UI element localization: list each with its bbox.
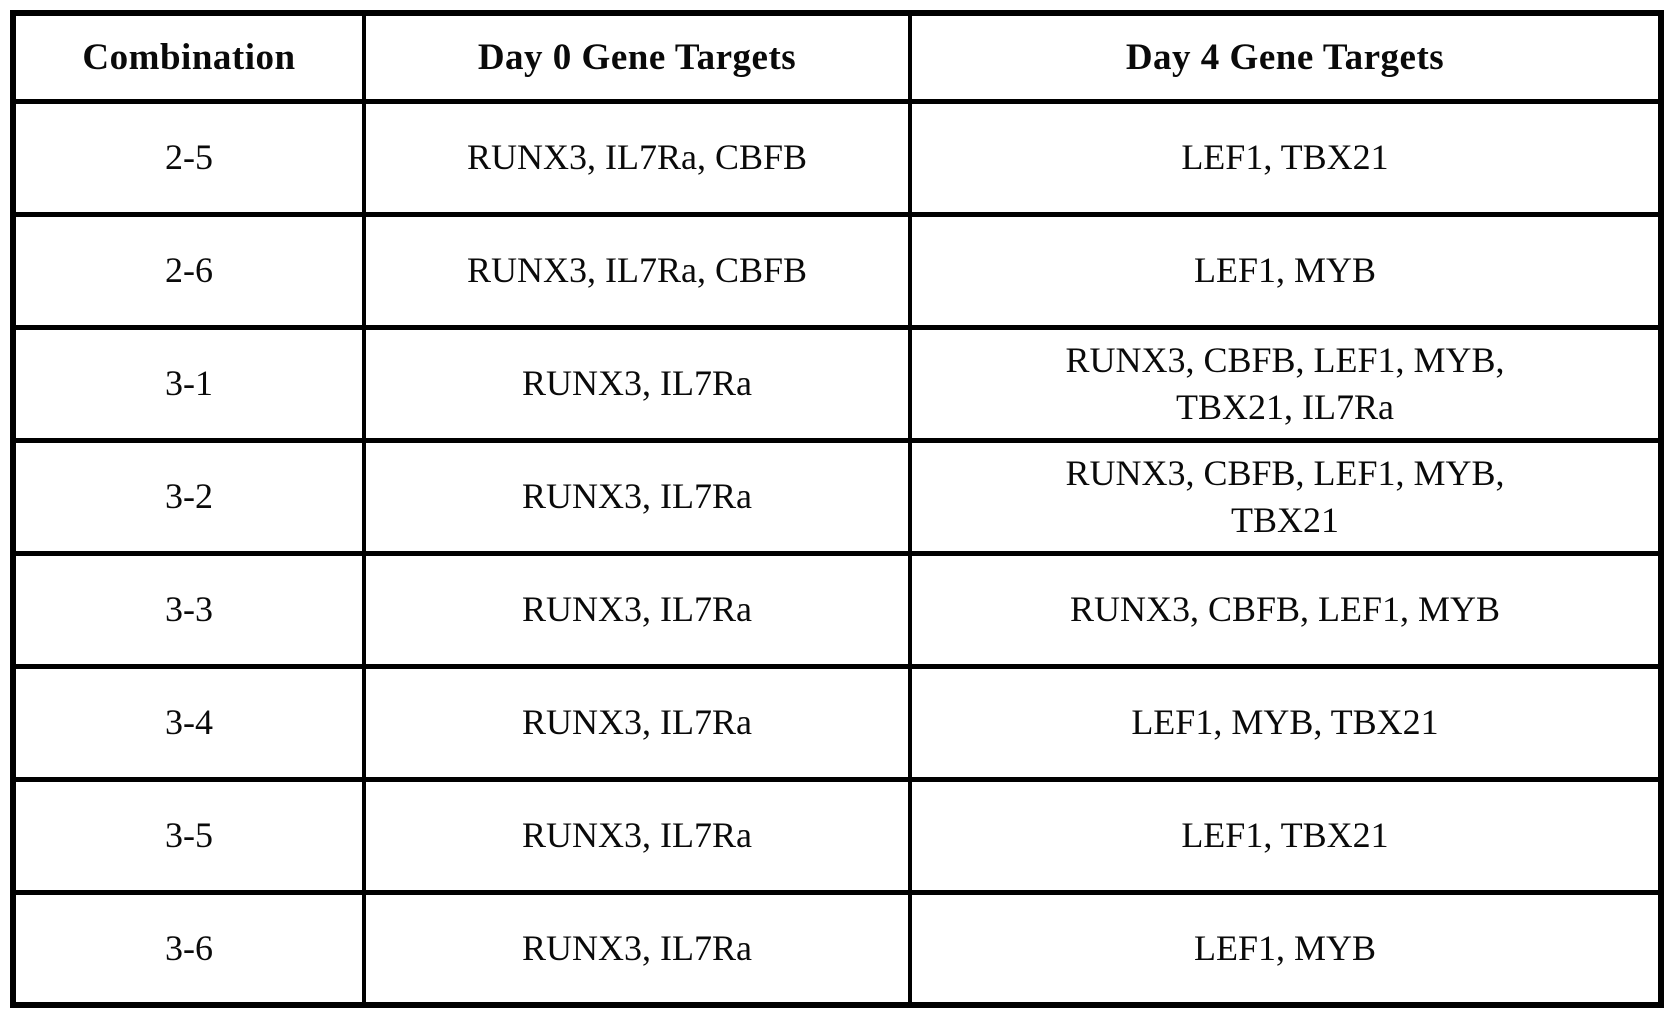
day0-targets-cell: RUNX3, IL7Ra <box>362 324 912 443</box>
day4-targets-cell: LEF1, MYB <box>908 889 1663 1008</box>
day4-targets-cell: LEF1, TBX21 <box>908 98 1663 217</box>
day4-targets-cell: RUNX3, CBFB, LEF1, MYB, TBX21 <box>908 437 1663 556</box>
combination-cell: 3-3 <box>11 550 366 669</box>
gene-targets-table: Combination Day 0 Gene Targets Day 4 Gen… <box>10 10 1664 1008</box>
combination-cell: 3-5 <box>11 776 366 895</box>
combination-cell: 3-4 <box>11 663 366 782</box>
column-header-day0-gene-targets: Day 0 Gene Targets <box>362 10 912 104</box>
table-row: 2-6 RUNX3, IL7Ra, CBFB LEF1, MYB <box>11 211 1663 330</box>
day0-targets-cell: RUNX3, IL7Ra <box>362 889 912 1008</box>
day4-targets-cell: RUNX3, CBFB, LEF1, MYB <box>908 550 1663 669</box>
table-row: 3-5 RUNX3, IL7Ra LEF1, TBX21 <box>11 776 1663 895</box>
table-row: 2-5 RUNX3, IL7Ra, CBFB LEF1, TBX21 <box>11 98 1663 217</box>
day0-targets-cell: RUNX3, IL7Ra <box>362 776 912 895</box>
day0-targets-cell: RUNX3, IL7Ra, CBFB <box>362 211 912 330</box>
table-row: 3-1 RUNX3, IL7Ra RUNX3, CBFB, LEF1, MYB,… <box>11 324 1663 443</box>
table-row: 3-4 RUNX3, IL7Ra LEF1, MYB, TBX21 <box>11 663 1663 782</box>
day4-targets-cell: LEF1, MYB, TBX21 <box>908 663 1663 782</box>
table-row: 3-3 RUNX3, IL7Ra RUNX3, CBFB, LEF1, MYB <box>11 550 1663 669</box>
day0-targets-cell: RUNX3, IL7Ra, CBFB <box>362 98 912 217</box>
combination-cell: 3-2 <box>11 437 366 556</box>
combination-cell: 3-1 <box>11 324 366 443</box>
day0-targets-cell: RUNX3, IL7Ra <box>362 550 912 669</box>
day0-targets-cell: RUNX3, IL7Ra <box>362 663 912 782</box>
day4-targets-cell: RUNX3, CBFB, LEF1, MYB, TBX21, IL7Ra <box>908 324 1663 443</box>
combination-cell: 3-6 <box>11 889 366 1008</box>
header-row: Combination Day 0 Gene Targets Day 4 Gen… <box>11 10 1663 104</box>
day4-targets-cell: LEF1, TBX21 <box>908 776 1663 895</box>
day0-targets-cell: RUNX3, IL7Ra <box>362 437 912 556</box>
combination-cell: 2-6 <box>11 211 366 330</box>
combination-cell: 2-5 <box>11 98 366 217</box>
day4-targets-cell: LEF1, MYB <box>908 211 1663 330</box>
table-row: 3-2 RUNX3, IL7Ra RUNX3, CBFB, LEF1, MYB,… <box>11 437 1663 556</box>
column-header-combination: Combination <box>11 10 366 104</box>
table-row: 3-6 RUNX3, IL7Ra LEF1, MYB <box>11 889 1663 1008</box>
column-header-day4-gene-targets: Day 4 Gene Targets <box>908 10 1663 104</box>
